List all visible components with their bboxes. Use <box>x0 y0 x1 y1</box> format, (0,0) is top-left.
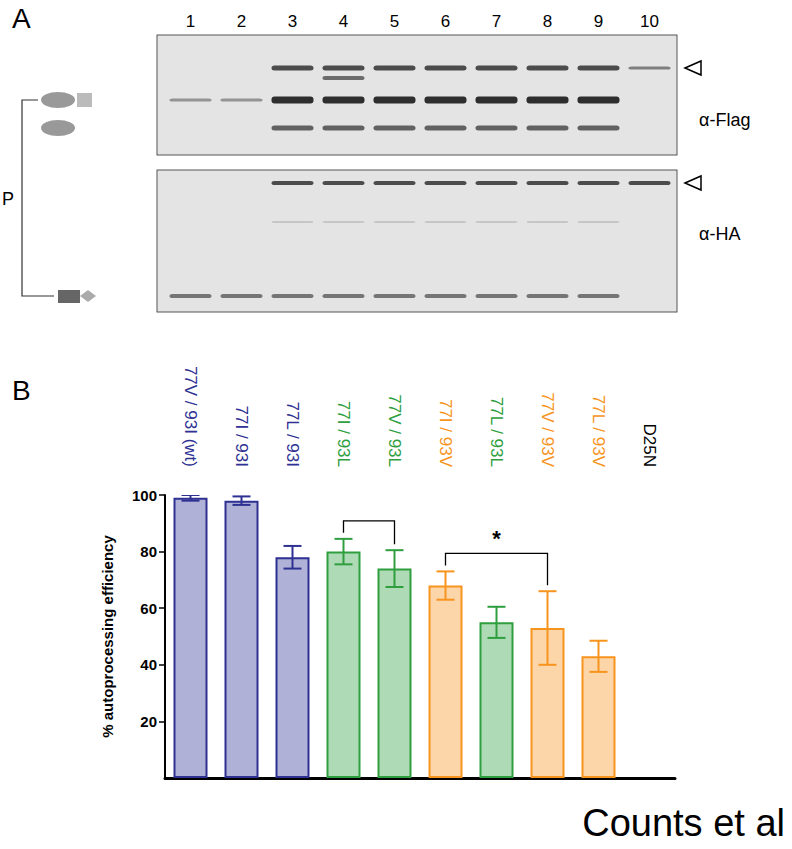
svg-text:*: * <box>492 526 501 551</box>
svg-text:77V / 93L: 77V / 93L <box>385 394 404 467</box>
svg-text:100: 100 <box>132 487 157 504</box>
svg-text:1: 1 <box>186 12 195 31</box>
svg-text:8: 8 <box>543 12 552 31</box>
svg-text:P: P <box>2 189 14 209</box>
svg-text:3: 3 <box>288 12 297 31</box>
svg-text:Counts et al: Counts et al <box>582 802 785 844</box>
svg-text:6: 6 <box>441 12 450 31</box>
svg-text:9: 9 <box>594 12 603 31</box>
svg-text:20: 20 <box>140 713 157 730</box>
svg-text:2: 2 <box>237 12 246 31</box>
svg-text:77L / 93V: 77L / 93V <box>589 395 608 468</box>
svg-text:40: 40 <box>140 656 157 673</box>
svg-text:80: 80 <box>140 543 157 560</box>
svg-text:77I / 93I: 77I / 93I <box>232 406 251 467</box>
svg-text:4: 4 <box>339 12 348 31</box>
svg-text:D25N: D25N <box>640 424 659 467</box>
svg-text:10: 10 <box>640 12 659 31</box>
svg-text:77V / 93V: 77V / 93V <box>538 392 557 467</box>
svg-text:% autoprocessing efficiency: % autoprocessing efficiency <box>99 535 116 738</box>
svg-text:5: 5 <box>390 12 399 31</box>
svg-text:77I / 93V: 77I / 93V <box>436 399 455 468</box>
svg-text:77I / 93L: 77I / 93L <box>334 401 353 467</box>
svg-text:α-HA: α-HA <box>699 224 740 244</box>
svg-text:60: 60 <box>140 600 157 617</box>
svg-text:77L / 93L: 77L / 93L <box>487 397 506 467</box>
svg-text:77V / 93I (wt): 77V / 93I (wt) <box>181 366 200 467</box>
svg-text:77L / 93I: 77L / 93I <box>283 401 302 467</box>
svg-text:B: B <box>12 375 31 406</box>
svg-text:7: 7 <box>492 12 501 31</box>
svg-text:A: A <box>12 3 31 34</box>
svg-text:α-Flag: α-Flag <box>699 110 750 130</box>
